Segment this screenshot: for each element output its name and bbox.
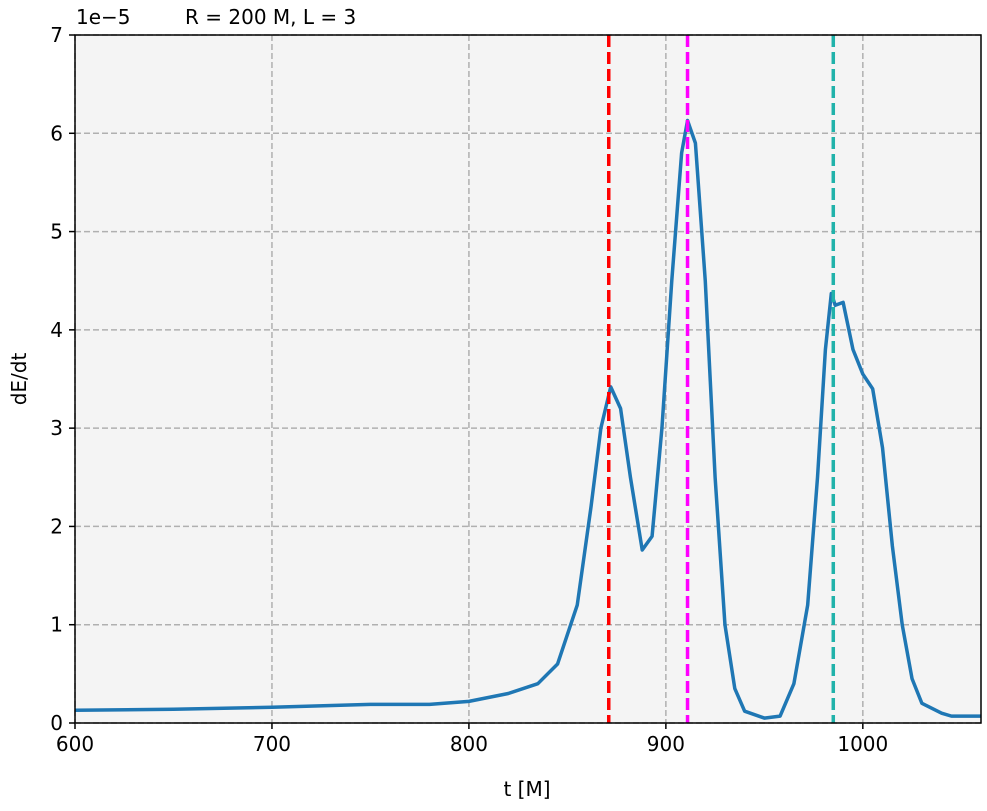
y-tick-label: 7 [50,23,63,47]
y-tick-label: 1 [50,613,63,637]
x-tick-label: 1000 [837,732,888,756]
y-tick-label: 2 [50,514,63,538]
y-axis-label: dE/dt [7,353,31,406]
x-tick-label: 600 [56,732,94,756]
offset-text: 1e−5 [76,5,131,29]
chart-title: R = 200 M, L = 3 [185,5,356,29]
y-tick-label: 5 [50,220,63,244]
y-tick-label: 4 [50,318,63,342]
x-tick-label: 900 [647,732,685,756]
y-tick-label: 6 [50,121,63,145]
x-axis-label: t [M] [503,777,550,801]
x-tick-label: 800 [450,732,488,756]
y-tick-label: 0 [50,711,63,735]
data-line [74,118,981,720]
plot-frame [74,34,982,724]
plot-background [75,35,981,723]
y-tick-label: 3 [50,416,63,440]
x-tick-label: 700 [253,732,291,756]
